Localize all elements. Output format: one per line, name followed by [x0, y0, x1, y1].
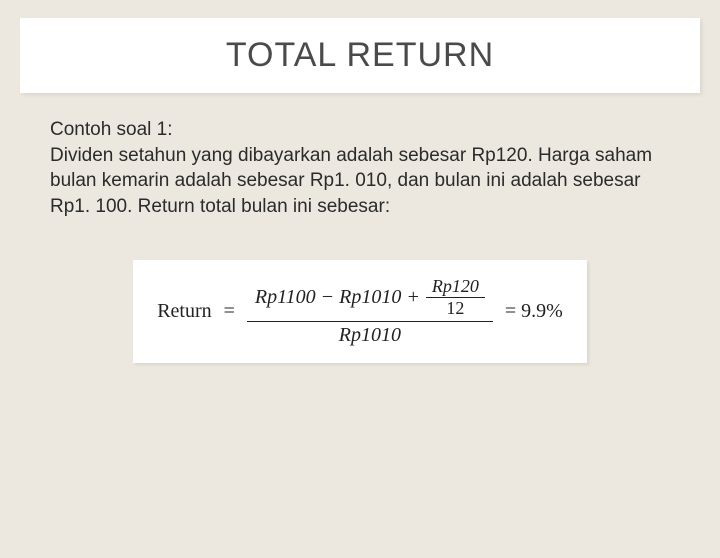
- formula-box: Return = Rp1100 − Rp1010 + Rp120 12 Rp10…: [133, 260, 587, 363]
- example-description: Dividen setahun yang dibayarkan adalah s…: [50, 143, 670, 220]
- title-bar: TOTAL RETURN: [20, 18, 700, 93]
- slide-title: TOTAL RETURN: [20, 36, 700, 75]
- main-fraction: Rp1100 − Rp1010 + Rp120 12 Rp1010: [247, 274, 493, 349]
- body-text: Contoh soal 1: Dividen setahun yang diba…: [50, 117, 670, 220]
- fraction-denominator: Rp1010: [331, 322, 409, 349]
- numerator-left: Rp1100 − Rp1010 +: [255, 286, 420, 309]
- formula-container: Return = Rp1100 − Rp1010 + Rp120 12 Rp10…: [0, 260, 720, 363]
- equals-sign: =: [224, 300, 235, 323]
- slide: TOTAL RETURN Contoh soal 1: Dividen seta…: [0, 18, 720, 558]
- fraction-numerator: Rp1100 − Rp1010 + Rp120 12: [247, 274, 493, 321]
- inner-fraction: Rp120 12: [426, 276, 485, 319]
- numerator-row: Rp1100 − Rp1010 + Rp120 12: [255, 276, 485, 319]
- formula-label: Return: [157, 300, 211, 323]
- formula-result: = 9.9%: [505, 300, 563, 323]
- inner-numerator: Rp120: [426, 276, 485, 297]
- inner-denominator: 12: [440, 298, 470, 319]
- example-label: Contoh soal 1:: [50, 117, 670, 143]
